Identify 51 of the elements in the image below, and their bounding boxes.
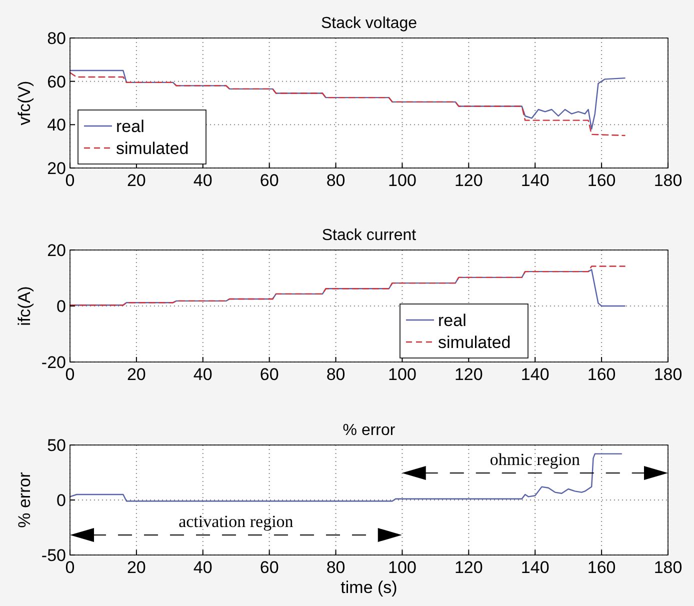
y-tick-label: 0	[56, 297, 66, 316]
legend-label: real	[438, 311, 466, 330]
x-tick-label: 180	[654, 558, 682, 577]
line-series	[69, 453, 622, 502]
legend-label: real	[116, 117, 144, 136]
x-tick-label: 100	[388, 558, 416, 577]
y-tick-label: -50	[41, 546, 66, 565]
x-tick-label: 160	[587, 171, 616, 190]
x-tick-label: 180	[654, 171, 682, 190]
x-tick-label: 60	[260, 171, 279, 190]
y-tick-label: 20	[47, 241, 66, 260]
x-tick-label: 100	[388, 365, 416, 384]
x-tick-label: 80	[326, 365, 346, 384]
x-tick-label: 80	[326, 171, 346, 190]
x-tick-label: 160	[587, 365, 616, 384]
y-tick-label: 60	[47, 72, 66, 92]
y-tick-label: 50	[47, 436, 66, 455]
x-tick-label: 120	[454, 365, 483, 384]
x-tick-label: 120	[454, 171, 483, 190]
x-tick-label: 40	[193, 365, 212, 384]
x-tick-label: 140	[520, 171, 550, 190]
y-tick-label: 40	[47, 116, 66, 135]
x-tick-label: 40	[193, 171, 212, 190]
x-tick-label: 140	[520, 365, 550, 384]
legend-label: simulated	[438, 333, 511, 352]
y-tick-label: -20	[41, 353, 66, 372]
y-axis-title: vfc(V)	[15, 80, 34, 126]
x-tick-label: 60	[260, 558, 279, 577]
x-axis-title: time (s)	[340, 578, 398, 597]
y-tick-label: 80	[47, 29, 66, 48]
y-axis-title: ifc(A)	[15, 286, 34, 326]
chart-title: Stack voltage	[320, 15, 418, 32]
y-axis-title: % error	[15, 472, 34, 528]
x-tick-label: 100	[388, 171, 416, 190]
x-tick-label: 160	[587, 558, 616, 577]
x-tick-label: 40	[193, 558, 212, 577]
chart-title: % error	[342, 422, 396, 439]
annotation: activation region	[178, 512, 294, 531]
x-tick-label: 20	[126, 171, 146, 190]
chart-title: Stack current	[322, 227, 417, 244]
x-tick-label: 20	[126, 558, 146, 577]
x-tick-label: 80	[326, 558, 346, 577]
y-tick-label: 0	[56, 491, 66, 510]
annotation: ohmic region	[490, 450, 581, 469]
x-tick-label: 140	[520, 558, 550, 577]
x-tick-label: 120	[454, 558, 483, 577]
x-tick-label: 20	[126, 365, 146, 384]
x-tick-label: 60	[260, 365, 279, 384]
y-tick-label: 20	[47, 159, 66, 178]
x-tick-label: 180	[654, 365, 682, 384]
legend-label: simulated	[116, 139, 189, 158]
